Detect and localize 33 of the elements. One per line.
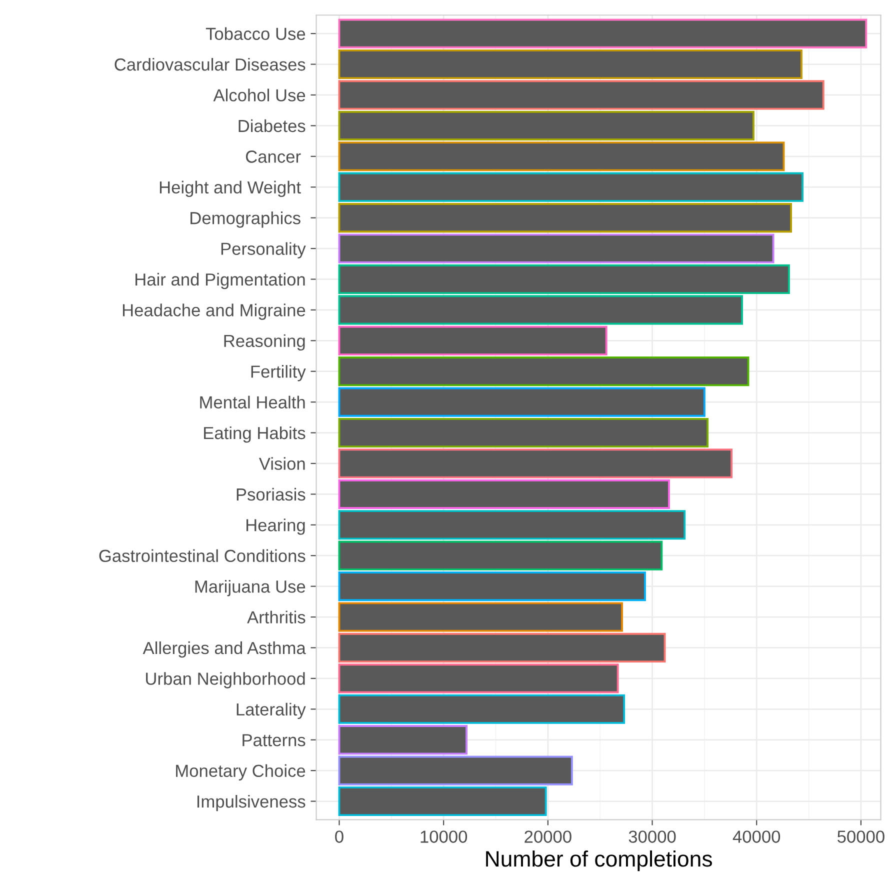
y-tick-label: Hearing (246, 518, 305, 535)
y-tick-label: Reasoning (224, 334, 305, 351)
x-tick-label: 30000 (628, 830, 676, 843)
y-tick-label: Gastrointestinal Conditions (99, 549, 306, 562)
y-tick-label: Laterality (236, 702, 306, 720)
x-tick-label: 50000 (838, 830, 884, 843)
y-tick-label: Patterns (242, 734, 306, 746)
y-tick-label: Monetary Choice (176, 764, 306, 780)
x-tick-label: 10000 (420, 830, 468, 843)
y-tick-label: Tobacco Use (206, 27, 306, 40)
y-tick-label: Psoriasis (236, 488, 306, 501)
y-tick-label: Hair and Pigmentation (136, 272, 305, 290)
y-tick-label: Marijuana Use (195, 580, 306, 596)
y-tick-label: Eating Habits (204, 426, 306, 443)
y-tick-label: Headache and Migraine (122, 304, 306, 320)
y-tick-label: Cancer (246, 150, 301, 163)
y-tick-label: Alcohol Use (213, 88, 306, 102)
y-tick-label: Arthritis (247, 610, 306, 624)
y-tick-label: Allergies and Asthma (142, 641, 306, 658)
y-tick-label: Cardiovascular Diseases (114, 58, 306, 71)
y-tick-label: Personality (221, 242, 306, 258)
y-tick-label: Mental Health (200, 396, 305, 409)
y-tick-label: Demographics (190, 212, 300, 228)
x-tick-label: 0 (335, 830, 344, 843)
x-tick-label: 40000 (732, 830, 780, 843)
x-axis-title: Number of completions (486, 850, 712, 872)
x-tick-label: 20000 (524, 830, 572, 843)
y-tick-label: Urban Neighborhood (146, 672, 305, 688)
y-tick-label: Fertility (251, 365, 306, 382)
y-tick-label: Diabetes (238, 119, 306, 132)
y-tick-label: Vision (258, 457, 305, 470)
y-tick-label: Height and Weight (160, 180, 301, 197)
y-tick-label: Impulsiveness (197, 794, 306, 812)
